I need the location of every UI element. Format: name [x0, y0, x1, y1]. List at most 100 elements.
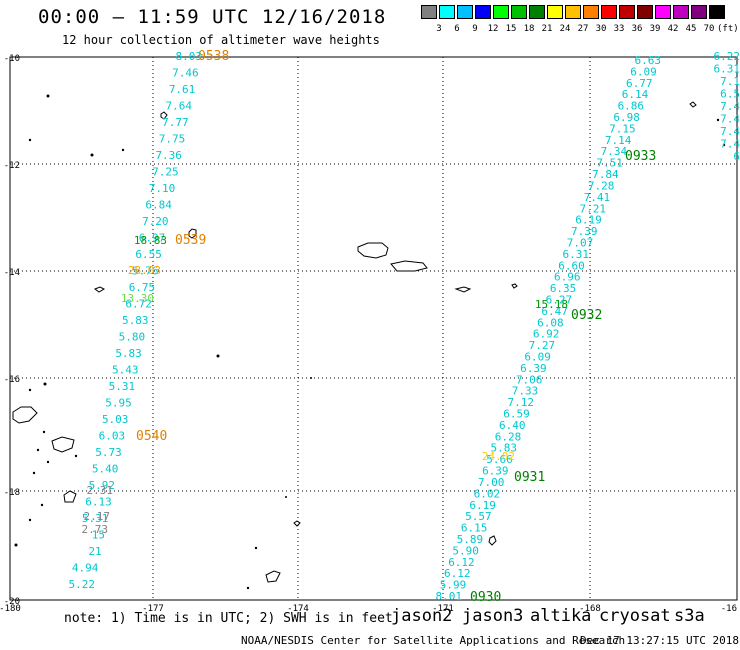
wave-height-value: 5.73 [95, 446, 122, 459]
island-fiji-b [51, 436, 75, 453]
pass-time-label: 0932 [571, 308, 602, 323]
generation-timestamp: Dec 17 13:27:15 UTC 2018 [580, 634, 739, 647]
wave-height-value: 7.28 [588, 179, 615, 192]
wave-height-value: 5.83 [491, 442, 518, 455]
sat-s3a: s3a [674, 606, 705, 626]
legend-swatch [457, 5, 473, 19]
map-title: 00:00 – 11:59 UTC 12/16/2018 [38, 6, 387, 28]
wave-height-value: 5.31 [109, 380, 136, 393]
wave-height-value: 7.34 [601, 145, 628, 158]
legend-label: 39 [649, 24, 661, 34]
pass-time-label: 0933 [625, 149, 656, 164]
wave-height-value: 7.00 [478, 476, 505, 489]
jason3-pass-east: 6.636.096.776.146.866.987.157.147.347.51… [436, 54, 662, 603]
wave-height-value: 18.83 [134, 234, 167, 247]
map-frame [9, 56, 738, 601]
wave-height-value: 5.22 [69, 578, 96, 591]
wave-height-value: 7.10 [149, 182, 176, 195]
lat-label: -14 [4, 268, 20, 278]
wave-height-value: 13.30 [121, 292, 154, 305]
wave-height-value: 5.99 [440, 579, 467, 592]
legend-swatch [421, 5, 437, 19]
wave-height-value: 6.92 [533, 328, 560, 341]
wave-height-value: 7.84 [592, 168, 619, 181]
legend-swatch [673, 5, 689, 19]
wave-height-value: 6.22 [714, 50, 740, 63]
pass-time-label: 0540 [136, 429, 167, 444]
wave-height-value: 6.19 [575, 214, 602, 227]
island-fiji-c [63, 490, 77, 503]
wave-height-value: 6.09 [524, 351, 551, 364]
wave-height-value: 5.92 [89, 479, 116, 492]
wave-height-value: 6.59 [503, 408, 530, 421]
wave-height-value: 7.39 [571, 225, 598, 238]
wave-height-value: 6.40 [499, 419, 526, 432]
lon-label: -16 [721, 604, 737, 614]
wave-height-value: 5.40 [92, 463, 119, 476]
island-east-a [689, 101, 697, 108]
wave-height-value: 7.1 [720, 75, 740, 88]
pass-time-label: 0930 [470, 590, 501, 605]
wave-height-value: 6.15 [461, 522, 488, 535]
wave-height-value: 7.20 [142, 215, 169, 228]
legend-label: 30 [595, 24, 607, 34]
axis-labels: -10 -12 -14 -16 -18 -20-180 -177 -174 -171 -168 -1… [0, 54, 737, 614]
wave-height-value: 7.46 [172, 67, 199, 80]
wave-height-value: 4.94 [72, 562, 99, 575]
pass-time-labels: 0538 0539 0540 0933 0932 0931 0930 [136, 49, 656, 605]
wave-height-value: 6.03 [99, 430, 126, 443]
small-islets [14, 94, 726, 590]
wave-height-value: 6.96 [554, 271, 581, 284]
other-satellite-values: 18.83 28.03 13.30 15.18 24.02 2.31 2.172.73 [82, 234, 569, 536]
wave-height-value: 7.4 [720, 125, 740, 138]
wave-height-value: 6.02 [474, 487, 501, 500]
lon-label: -180 [0, 604, 21, 614]
wave-height-value: 7.36 [155, 149, 182, 162]
wave-height-value: 6.39 [482, 465, 509, 478]
island-outlines [12, 101, 697, 583]
wave-height-value: 7.12 [507, 396, 534, 409]
wave-height-value: 7.64 [165, 100, 192, 113]
wave-height-value: 5.66 [486, 453, 513, 466]
wave-height-value: 6.72 [125, 298, 152, 311]
wave-height-value: 6.47 [541, 305, 568, 318]
wave-height-value: 7.25 [152, 166, 179, 179]
wave-height-value: 5.83 [115, 347, 142, 360]
wave-height-value: 6.35 [550, 282, 577, 295]
lon-label: -171 [432, 604, 454, 614]
wave-height-value: 5.03 [102, 413, 129, 426]
legend-swatch [655, 5, 671, 19]
wave-height-value: 8.03 [176, 50, 203, 63]
legend-swatch [511, 5, 527, 19]
wave-height-value: 7.06 [516, 373, 543, 386]
pass-time-label: 0931 [514, 470, 545, 485]
legend-label: 42 [667, 24, 679, 34]
wave-height-value: 7.21 [579, 202, 606, 215]
wave-height-value: 6 [733, 150, 740, 163]
legend-swatch [601, 5, 617, 19]
wave-height-value: 6.63 [635, 54, 662, 67]
wave-height-value: 2.73 [82, 523, 109, 536]
wave-height-value: 6.27 [546, 293, 573, 306]
credit-line: NOAA/NESDIS Center for Satellite Applica… [241, 634, 626, 647]
legend-swatch [475, 5, 491, 19]
wave-height-value: 7.4 [720, 113, 740, 126]
lat-lon-grid [10, 57, 737, 600]
wave-height-value: 7.77 [162, 116, 189, 129]
legend-swatch [565, 5, 581, 19]
legend-swatch [547, 5, 563, 19]
wave-height-value: 5.76 [132, 265, 159, 278]
legend-swatch [529, 5, 545, 19]
wave-height-value: 6.77 [626, 77, 653, 90]
island-niuatoputapu [93, 286, 106, 293]
wave-height-value: 7.41 [584, 191, 611, 204]
sat-jason2: jason2 [391, 606, 453, 626]
sat-cryosat: cryosat [599, 606, 671, 626]
lat-label: -12 [4, 161, 20, 171]
wave-height-value: 5.89 [457, 533, 484, 546]
wave-height-value: 6.08 [537, 316, 564, 329]
island-upolu [390, 260, 428, 272]
wave-height-value: 21 [88, 545, 101, 558]
wave-height-value: 6.5 [720, 88, 740, 101]
wave-height-value: 6.31 [714, 63, 740, 76]
